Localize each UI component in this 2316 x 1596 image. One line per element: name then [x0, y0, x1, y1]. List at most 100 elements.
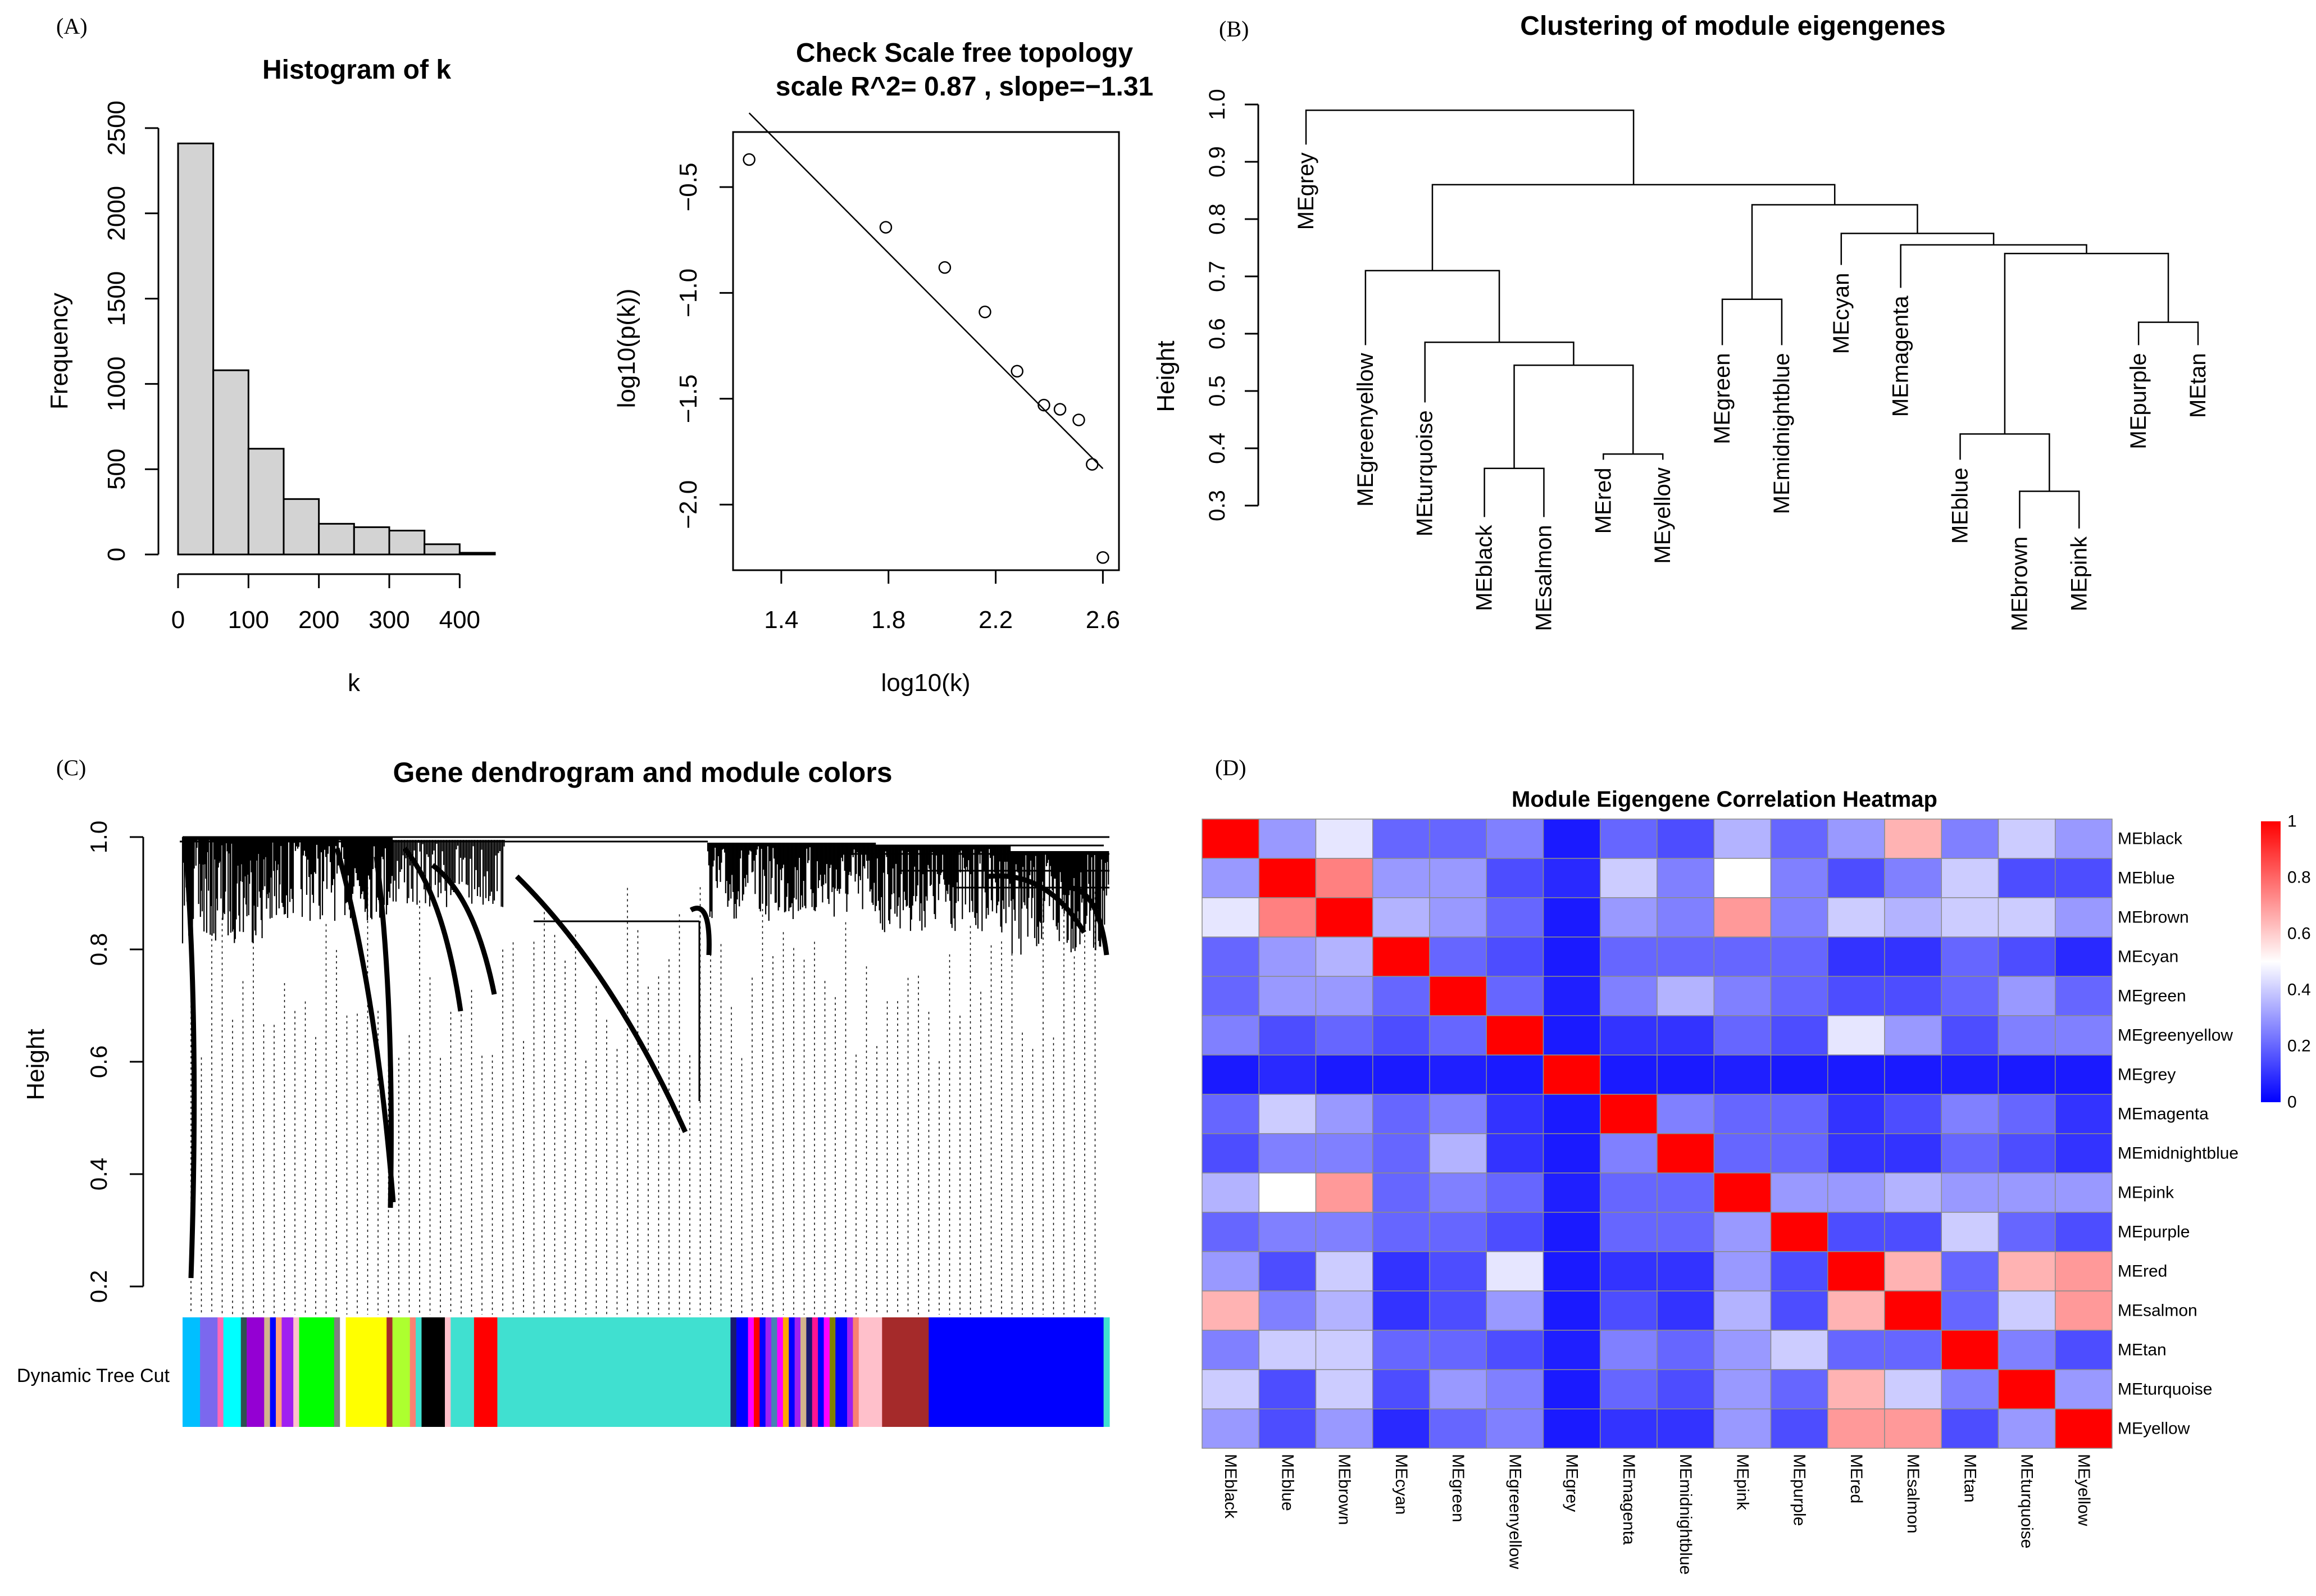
heatmap-cell	[1770, 858, 1828, 898]
heatmap-cell	[1713, 1054, 1772, 1095]
module-color-segment	[800, 1317, 807, 1427]
heatmap-cell	[1713, 1094, 1772, 1134]
dendrogram-link	[2019, 490, 2080, 529]
y-tick-label: 0	[103, 548, 130, 561]
heatmap-cell	[1486, 1094, 1544, 1134]
row-label: MEpink	[2118, 1184, 2174, 1202]
heatmap-cell	[1486, 1330, 1544, 1370]
panel-label-b: (B)	[1219, 16, 1249, 42]
row-label: MEpurple	[2118, 1223, 2190, 1242]
heatmap-cell	[1657, 1172, 1714, 1213]
heatmap-cell	[2055, 819, 2113, 859]
colorbar-label: Dynamic Tree Cut	[17, 1365, 170, 1386]
dendrogram-link	[1424, 342, 1575, 403]
module-color-segment	[765, 1317, 772, 1427]
heatmap-cell	[1372, 976, 1430, 1016]
dendrogram-link	[1900, 244, 2087, 288]
heatmap-cell	[1372, 1330, 1430, 1370]
heatmap-cell	[1202, 1212, 1259, 1252]
heatmap-cell	[1884, 1330, 1942, 1370]
heatmap-cell	[1713, 1212, 1772, 1252]
module-color-segment	[183, 1317, 201, 1427]
y-tick-label: 0.5	[1205, 375, 1230, 407]
heatmap-cell	[1884, 1251, 1942, 1292]
heatmap-cell	[1258, 1054, 1317, 1095]
heatmap-cell	[1827, 1094, 1885, 1134]
heatmap-cell	[1600, 1172, 1658, 1213]
heatmap-cell	[1827, 1369, 1885, 1409]
heatmap-cell	[1429, 1054, 1487, 1095]
y-axis-label: log10(p(k))	[613, 289, 640, 408]
dendrogram-link	[1484, 467, 1545, 517]
leaf-label: MEpink	[2067, 536, 2091, 611]
y-tick-label: 2000	[103, 186, 130, 241]
heatmap-cell	[1713, 858, 1772, 898]
dendrogram-link	[1513, 364, 1634, 469]
heatmap-cell	[1600, 1054, 1658, 1095]
heatmap-cell	[1258, 1369, 1317, 1409]
module-color-segment	[829, 1317, 836, 1427]
heatmap-cell	[1770, 897, 1828, 938]
module-color-segment	[497, 1317, 731, 1427]
heatmap-cell	[1372, 1369, 1430, 1409]
y-axis-label: Height	[1152, 340, 1180, 412]
histogram-bar	[424, 543, 461, 556]
heatmap-cell	[1315, 819, 1373, 859]
column-label: MEyellow	[2074, 1454, 2093, 1526]
heatmap-cell	[1486, 819, 1544, 859]
heatmap-cell	[1998, 897, 2056, 938]
heatmap-cell	[1998, 1330, 2056, 1370]
heatmap-cell	[1657, 1015, 1714, 1056]
heatmap-cell	[2055, 1133, 2113, 1174]
heatmap-cell	[1202, 1172, 1259, 1213]
heatmap-cell	[1770, 1054, 1828, 1095]
heatmap-cell	[1372, 1015, 1430, 1056]
heatmap-cell	[1941, 1133, 1999, 1174]
heatmap-cell	[1998, 1408, 2056, 1449]
heatmap-cell	[1429, 1015, 1487, 1056]
heatmap-cell	[2055, 1054, 2113, 1095]
heatmap-cell	[1941, 1330, 1999, 1370]
column-label: MEblue	[1278, 1454, 1296, 1511]
row-label: MEmagenta	[2118, 1105, 2209, 1124]
heatmap-cell	[1600, 1369, 1658, 1409]
leaf-label: MEgreenyellow	[1353, 353, 1378, 507]
column-label: MEgreenyellow	[1505, 1454, 1524, 1569]
heatmap-cell	[1202, 1133, 1259, 1174]
module-color-segment	[1103, 1317, 1110, 1427]
x-axis-label: k	[348, 669, 361, 697]
column-label: MEsalmon	[1904, 1454, 1922, 1534]
heatmap-cell	[1486, 1212, 1544, 1252]
heatmap-cell	[1486, 1133, 1544, 1174]
heatmap-cell	[1429, 1369, 1487, 1409]
column-label: MEpurple	[1790, 1454, 1809, 1526]
module-color-segment	[771, 1317, 778, 1427]
heatmap-cell	[1543, 1015, 1601, 1056]
leaf-label: MEbrown	[2007, 536, 2032, 631]
heatmap-cell	[1543, 1094, 1601, 1134]
gene-dendrogram-panel: Gene dendrogram and module colors Height…	[17, 757, 1110, 1427]
heatmap-cell	[1884, 897, 1942, 938]
y-tick-label: 1000	[103, 356, 130, 411]
column-label: MEgreen	[1449, 1454, 1467, 1522]
heatmap-cell	[1770, 1408, 1828, 1449]
module-color-segment	[474, 1317, 498, 1427]
heatmap-cell	[1315, 1212, 1373, 1252]
heatmap-cell	[1770, 1015, 1828, 1056]
heatmap-cell	[1258, 1408, 1317, 1449]
dendrogram-link	[1840, 233, 1995, 265]
y-tick-label: 0.4	[85, 1158, 112, 1190]
heatmap-cell	[1486, 1172, 1544, 1213]
heatmap-cell	[1429, 1330, 1487, 1370]
heatmap-cell	[1770, 976, 1828, 1016]
heatmap-cell	[1543, 1133, 1601, 1174]
dendrogram-link	[1431, 184, 1836, 271]
heatmap-cell	[1202, 819, 1259, 859]
y-tick-label: 0.7	[1205, 261, 1230, 292]
heatmap-cell	[2055, 936, 2113, 977]
module-color-segment	[340, 1317, 347, 1427]
y-tick-label: 0.4	[1205, 433, 1230, 464]
row-label: MEcyan	[2118, 948, 2178, 966]
heatmap-cell	[1884, 1054, 1942, 1095]
module-color-segment	[806, 1317, 813, 1427]
